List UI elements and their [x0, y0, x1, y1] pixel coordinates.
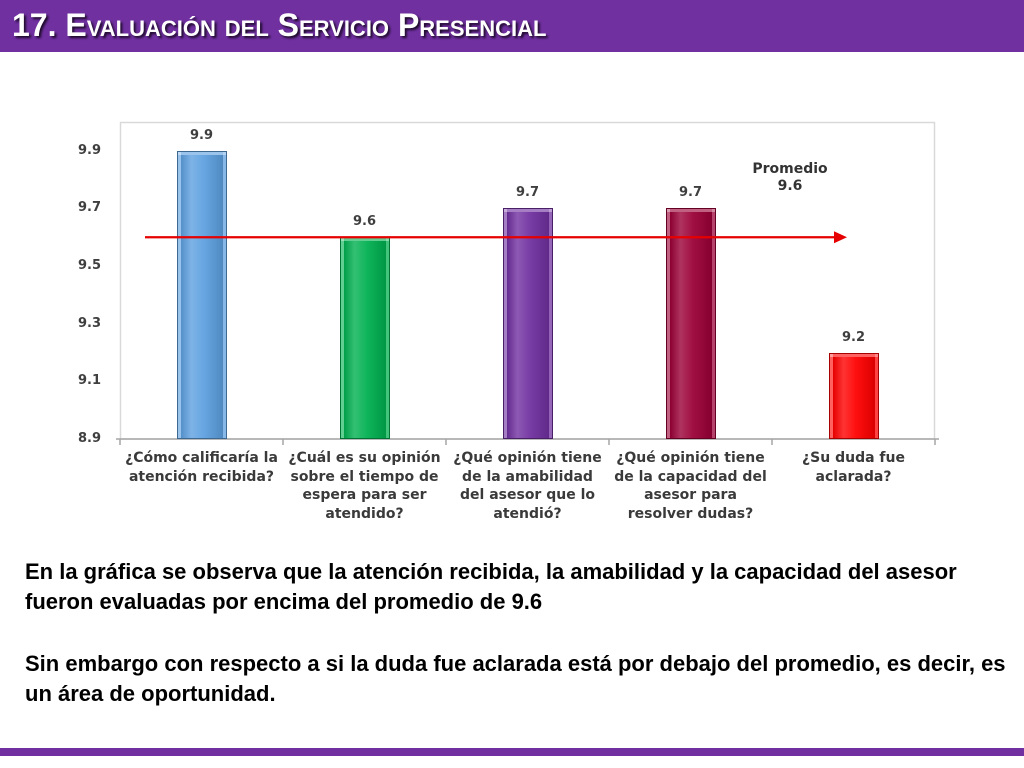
- slide-title: 17. Evaluación del Servicio Presencial: [12, 7, 547, 43]
- bar-3: [502, 208, 553, 439]
- category-label: ¿Su duda fue aclarada?: [802, 450, 905, 485]
- y-tick-label: 9.5: [77, 258, 101, 274]
- bar-5: [828, 352, 879, 439]
- category-label: ¿Qué opinión tiene de la amabilidad del …: [453, 450, 602, 522]
- summary-text: En la gráfica se observa que la atención…: [25, 557, 1018, 709]
- data-label: 9.2: [841, 329, 866, 345]
- data-label: 9.9: [189, 127, 214, 143]
- average-label: Promedio 9.6: [735, 161, 845, 195]
- category-label: ¿Cuál es su opinión sobre el tiempo de e…: [288, 450, 441, 522]
- header-bar: 17. Evaluación del Servicio Presencial: [0, 0, 1024, 52]
- bar-1: [176, 150, 227, 439]
- data-label: 9.6: [352, 214, 377, 230]
- data-label: 9.7: [678, 185, 703, 201]
- average-line-overlay: [145, 231, 847, 244]
- bar-4: [665, 208, 716, 439]
- y-tick-label: 9.7: [77, 200, 101, 216]
- average-arrowhead: [834, 231, 847, 244]
- bar-2: [339, 237, 390, 439]
- plot-frame: [116, 121, 939, 445]
- footer-bar: [0, 748, 1024, 756]
- category-label: ¿Cómo calificaría la atención recibida?: [125, 450, 278, 485]
- data-label: 9.7: [515, 185, 540, 201]
- y-tick-label: 9.9: [77, 142, 101, 158]
- y-tick-label: 9.1: [77, 373, 101, 389]
- summary-paragraph: Sin embargo con respecto a si la duda fu…: [25, 651, 1006, 706]
- bar-chart: 8.9 9.1 9.3 9.5 9.7 9.9 9.9 ¿Cómo calificaría l…: [77, 121, 939, 522]
- y-tick-label: 8.9: [77, 431, 101, 446]
- average-label-value: 9.6: [777, 178, 803, 194]
- category-label: ¿Qué opinión tiene de la capacidad del a…: [614, 450, 767, 522]
- summary-paragraph: En la gráfica se observa que la atención…: [25, 559, 957, 614]
- average-label-text: Promedio: [752, 161, 828, 177]
- y-tick-label: 9.3: [77, 315, 101, 331]
